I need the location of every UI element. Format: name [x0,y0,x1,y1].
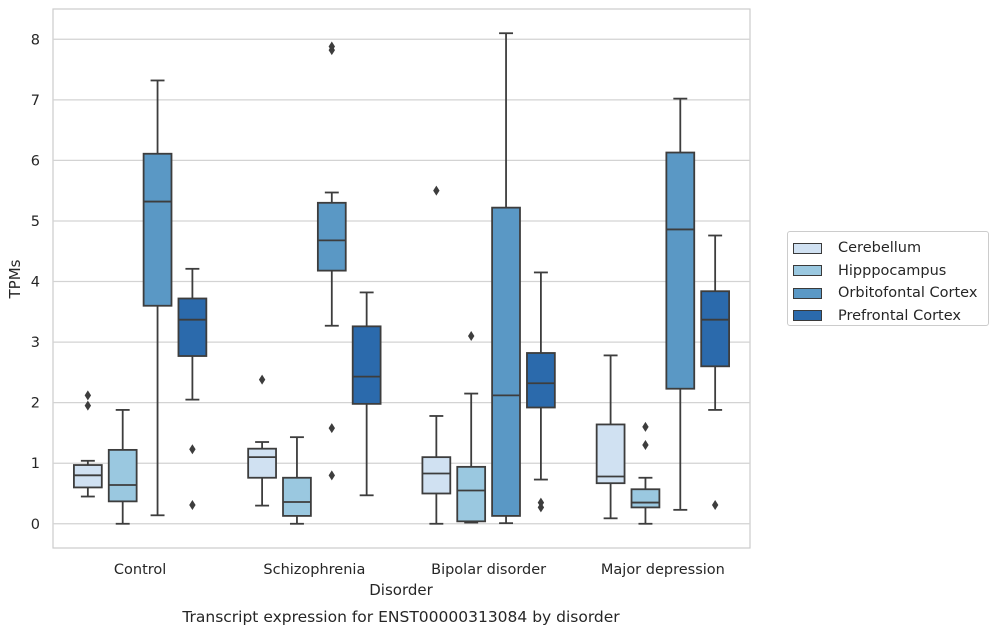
y-tick-labels: 0 1 2 3 4 5 6 7 8 [31,32,40,532]
box-iqr [142,152,173,307]
legend-label: Hipppocampus [838,262,947,279]
legend-label: Cerebellum [838,240,922,257]
box-group [630,421,661,525]
box-iqr [526,352,556,409]
box-iqr [73,464,103,489]
x-tick-label: Control [114,562,166,578]
legend-item: Hipppocampus [793,260,988,283]
outlier-point [84,400,92,411]
y-tick-label: 6 [31,153,40,169]
box-group [316,41,347,481]
box-group [421,185,452,525]
box-iqr [665,151,696,390]
y-tick-label: 4 [31,275,40,291]
legend-item: Orbitofontal Cortex [793,282,988,305]
box-group [142,79,173,517]
box-iqr [247,447,277,479]
box-group [351,291,382,497]
box-group [700,234,730,511]
y-tick-label: 3 [31,335,40,351]
outlier-point [328,470,335,481]
box-iqr [282,476,312,517]
y-tick-label: 7 [31,93,40,109]
gridlines [53,38,750,525]
y-tick-label: 1 [31,456,40,472]
box-iqr [177,297,208,357]
box-group [177,267,208,511]
y-tick-label: 0 [31,517,40,533]
legend: Cerebellum Hipppocampus Orbitofontal Cor… [787,231,989,326]
box-iqr [700,290,730,368]
x-tick-label: Bipolar disorder [431,562,546,578]
boxes [73,32,730,525]
legend-swatch [793,287,822,299]
legend-label: Prefrontal Cortex [838,307,961,324]
chart-caption: Transcript expression for ENST0000031308… [181,608,620,626]
box-iqr [421,456,452,495]
box-iqr [456,465,487,523]
legend-swatch [793,242,822,254]
box-iqr [595,423,626,485]
legend-item: Prefrontal Cortex [793,305,988,328]
box-group [73,390,103,498]
outlier-point [468,331,475,342]
y-axis-title: TPMs [6,259,24,299]
box-iqr [107,448,138,503]
outlier-point [537,497,545,508]
box-group [665,97,696,511]
box-group [491,32,521,525]
box-group [595,354,626,520]
x-axis-title: Disorder [369,581,433,599]
y-tick-label: 5 [31,214,40,230]
box-group [282,436,312,525]
outlier-point [84,390,92,401]
box-group [526,271,556,513]
outlier-point [642,440,649,451]
box-group [247,374,277,507]
box-iqr [351,325,382,405]
legend-item: Cerebellum [793,237,988,260]
legend-label: Orbitofontal Cortex [838,285,978,302]
y-tick-label: 2 [31,396,40,412]
outlier-point [433,185,440,196]
box-iqr [316,201,347,272]
box-iqr [630,488,661,509]
outlier-point [189,500,196,511]
legend-swatch [793,265,822,277]
outlier-point [258,374,266,385]
outlier-point [328,41,335,52]
outlier-point [328,423,335,434]
outlier-point [642,421,649,432]
outlier-point [711,500,719,511]
x-tick-label: Schizophrenia [263,562,365,578]
box-group [107,409,138,525]
box-group [456,331,487,524]
legend-swatch [793,310,822,322]
y-tick-label: 8 [31,32,40,48]
x-tick-label: Major depression [601,562,725,578]
x-tick-labels: Control Schizophrenia Bipolar disorder Majo… [114,562,725,578]
outlier-point [189,444,196,455]
box-iqr [491,206,521,517]
